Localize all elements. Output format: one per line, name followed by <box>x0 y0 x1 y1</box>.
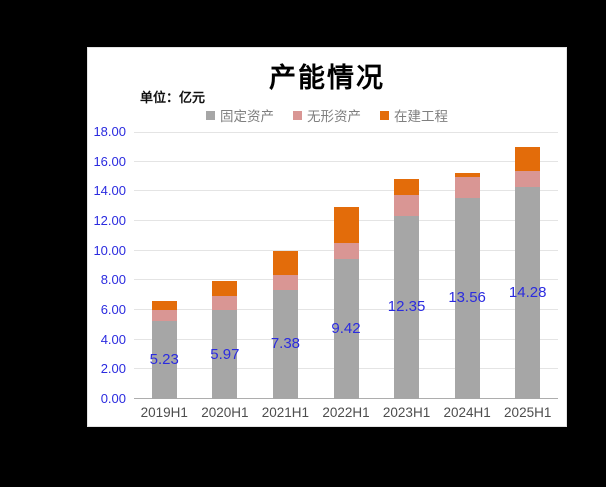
bar-2019H1 <box>151 300 177 399</box>
bar-segment-在建工程 <box>272 250 298 275</box>
data-label: 12.35 <box>387 298 426 316</box>
x-tick-label: 2024H1 <box>443 405 491 420</box>
legend-item-1: 固定资产 <box>206 105 274 125</box>
bar-2023H1 <box>394 178 420 399</box>
x-tick-label: 2021H1 <box>261 405 310 420</box>
x-tick-label: 2020H1 <box>201 405 249 420</box>
y-tick-label: 4.00 <box>100 331 126 347</box>
x-tick-label: 2025H1 <box>504 405 552 420</box>
bar-segment-在建工程 <box>454 172 480 178</box>
y-tick-label: 10.00 <box>93 242 126 258</box>
bar-segment-固定资产 <box>212 310 238 399</box>
y-tick-label: 14.00 <box>93 183 126 199</box>
bar-segment-在建工程 <box>151 300 177 310</box>
bar-segment-固定资产 <box>515 187 541 399</box>
y-tick-label: 8.00 <box>100 272 126 288</box>
x-tick-label: 2022H1 <box>322 405 370 420</box>
bar-segment-在建工程 <box>515 147 541 171</box>
bar-2022H1 <box>333 207 359 399</box>
legend-label: 无形资产 <box>307 109 361 124</box>
chart-title: 产能情况 <box>269 63 385 93</box>
y-tick-label: 6.00 <box>100 302 126 317</box>
bar-segment-在建工程 <box>212 280 238 296</box>
x-tick-label: 2023H1 <box>382 405 431 420</box>
y-tick-label: 12.00 <box>93 213 126 228</box>
unit-label: 单位：亿元 <box>140 90 206 105</box>
data-label: 13.56 <box>448 289 486 307</box>
bar-segment-无形资产 <box>515 170 541 188</box>
legend-swatch-icon <box>380 110 389 120</box>
y-tick-label: 18.00 <box>93 124 126 139</box>
x-tick-label: 2019H1 <box>140 405 188 420</box>
x-axis-labels: 2019H1 2020H1 2021H1 2022H1 2023H1 2024H1 2025… <box>88 405 566 423</box>
bar-segment-无形资产 <box>151 309 177 322</box>
bar-segment-固定资产 <box>333 259 359 399</box>
bar-segment-无形资产 <box>333 242 359 260</box>
bar-segment-固定资产 <box>454 197 480 399</box>
bar-segment-无形资产 <box>212 295 238 311</box>
legend-label: 固定资产 <box>220 109 274 124</box>
data-label: 5.23 <box>149 351 179 369</box>
plot-area: 5.23 5.97 7.38 9.42 12.35 13.56 14.28 <box>134 132 558 399</box>
bar-2021H1 <box>272 250 298 399</box>
legend-item-2: 无形资产 <box>293 105 361 125</box>
legend-swatch-icon <box>206 110 215 120</box>
bar-2020H1 <box>212 280 238 399</box>
bar-2024H1 <box>454 172 480 399</box>
gridline <box>134 132 558 133</box>
bar-segment-无形资产 <box>454 177 480 198</box>
bar-segment-固定资产 <box>272 289 298 399</box>
bar-segment-在建工程 <box>394 178 420 196</box>
data-label: 9.42 <box>331 320 361 338</box>
gridline <box>134 161 558 162</box>
data-label: 7.38 <box>270 335 301 353</box>
bar-segment-固定资产 <box>394 215 420 399</box>
bar-segment-在建工程 <box>333 207 359 243</box>
legend-label: 在建工程 <box>394 109 448 124</box>
bar-segment-无形资产 <box>272 274 298 290</box>
data-label: 5.97 <box>210 345 240 363</box>
bar-segment-固定资产 <box>151 321 177 399</box>
data-label: 14.28 <box>508 284 547 302</box>
bar-2025H1 <box>515 147 541 399</box>
chart-panel: 产能情况 单位：亿元 固定资产 无形资产 在建工程 0.00 2.00 4.00 6.00… <box>87 47 567 427</box>
chart-legend: 固定资产 无形资产 在建工程 <box>88 105 566 125</box>
gridline <box>134 190 558 191</box>
legend-swatch-icon <box>293 110 302 120</box>
legend-item-3: 在建工程 <box>380 105 448 125</box>
bar-segment-无形资产 <box>394 195 420 216</box>
y-tick-label: 2.00 <box>100 361 126 377</box>
y-tick-label: 16.00 <box>93 153 126 169</box>
